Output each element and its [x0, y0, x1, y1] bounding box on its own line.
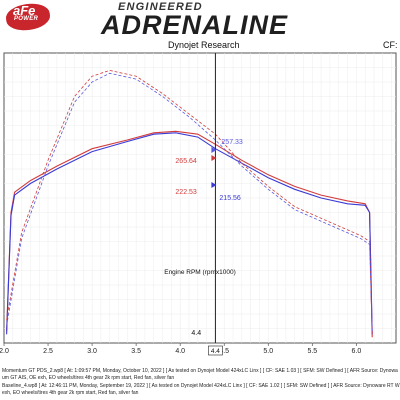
- brand-logo-text: aFe: [13, 3, 36, 18]
- x-tick-label: 5.5: [307, 348, 317, 355]
- x-tick-label: 3.5: [131, 348, 141, 355]
- brand-logo-power-text: POWER: [14, 16, 39, 22]
- run-info-1: Momentum GT PDS_2.wp8 [ At: 1:09:57 PM, …: [2, 368, 398, 374]
- x-tick-label: 3.0: [87, 348, 97, 355]
- x-axis-label: Engine RPM (rpmx1000): [164, 269, 236, 276]
- x-tick-label: 2.0: [0, 348, 9, 355]
- series-line-4: [6, 72, 373, 332]
- x-tick-label: 2.5: [43, 348, 53, 355]
- cursor-marker-3: [211, 182, 217, 188]
- header: aFe POWER ENGINEERED ADRENALINE Dynojet …: [0, 0, 400, 50]
- peak-annotation-1: 257.33: [221, 139, 243, 146]
- series-line-1: [6, 130, 373, 338]
- cursor-marker-2: [211, 147, 217, 153]
- cursor-rpm-label: 4.4: [191, 330, 201, 337]
- peak-annotation-4: 215.56: [219, 195, 241, 202]
- brand-tagline: ENGINEERED: [118, 1, 203, 13]
- run-info-4: exh, EO wheels/tires 4th gear 2k rpm sta…: [2, 390, 139, 396]
- x-tick-label: 6.0: [351, 348, 361, 355]
- cursor-value-label: 4.4: [211, 348, 220, 355]
- run-info-3: Baseline_4.wp8 [ At: 12:46:11 PM, Monday…: [2, 383, 400, 389]
- page-subtitle: Dynojet Research: [168, 40, 240, 50]
- peak-annotation-2: 265.64: [175, 158, 197, 165]
- cursor-marker-1: [211, 155, 217, 161]
- x-tick-label: 4.5: [219, 348, 229, 355]
- peak-annotation-3: 222.53: [175, 189, 197, 196]
- correction-factor-label: CF: S: [383, 40, 400, 50]
- x-tick-label: 4.0: [175, 348, 185, 355]
- x-tick-label: 5.0: [263, 348, 273, 355]
- series-line-2: [6, 132, 373, 335]
- brand-title: ADRENALINE: [101, 10, 289, 40]
- cursor-value-box: [208, 345, 223, 356]
- run-info-2: um GT AIS, OE exh, EO wheels/tires 4th g…: [2, 375, 175, 381]
